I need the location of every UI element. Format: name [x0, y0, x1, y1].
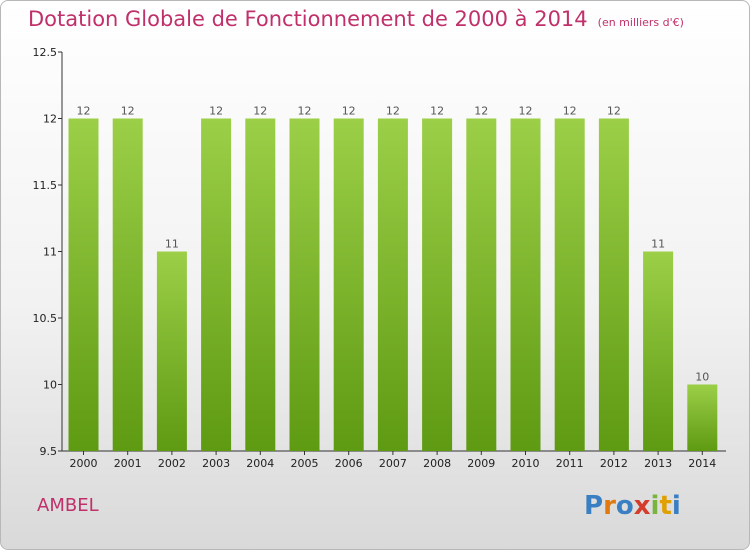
value-label: 12	[209, 105, 223, 118]
x-tick-label: 2004	[246, 457, 274, 470]
bar-2003	[201, 118, 232, 451]
bar-2012	[598, 118, 629, 451]
value-label: 12	[253, 105, 267, 118]
value-label: 12	[430, 105, 444, 118]
y-tick-label: 12	[43, 113, 57, 126]
x-tick-label: 2007	[379, 457, 407, 470]
commune-name: AMBEL	[37, 495, 99, 516]
bar-2009	[466, 118, 497, 451]
value-label: 12	[298, 105, 312, 118]
x-tick-label: 2011	[556, 457, 584, 470]
x-tick-label: 2001	[114, 457, 142, 470]
x-tick-label: 2002	[158, 457, 186, 470]
labels: 9.5 10 10.5 11 11.5 12 12.5 2000 12 2001 12 2002 11 2…	[33, 46, 717, 470]
logo-letter: t	[659, 491, 672, 521]
value-label: 11	[651, 238, 665, 251]
x-tick-label: 2012	[600, 457, 628, 470]
bar-2008	[422, 118, 453, 451]
chart-title: Dotation Globale de Fonctionnement de 20…	[28, 7, 684, 31]
value-label: 12	[474, 105, 488, 118]
value-label: 12	[386, 105, 400, 118]
value-label: 12	[607, 105, 621, 118]
x-tick-label: 2006	[335, 457, 363, 470]
bar-2007	[377, 118, 408, 451]
bar-2000	[68, 118, 99, 451]
bar-2011	[554, 118, 585, 451]
x-tick-label: 2003	[202, 457, 230, 470]
bars	[68, 118, 718, 451]
y-tick-label: 10	[43, 379, 57, 392]
value-label: 12	[342, 105, 356, 118]
bar-2001	[112, 118, 143, 451]
x-tick-label: 2010	[512, 457, 540, 470]
bar-2005	[289, 118, 320, 451]
value-label: 10	[695, 371, 709, 384]
x-tick-label: 2014	[688, 457, 716, 470]
value-label: 12	[121, 105, 135, 118]
logo-letter: o	[615, 491, 634, 521]
x-tick-label: 2000	[70, 457, 98, 470]
bar-2010	[510, 118, 541, 451]
value-label: 12	[77, 105, 91, 118]
y-tick-label: 11.5	[33, 179, 58, 192]
value-label: 12	[563, 105, 577, 118]
logo-letter: i	[650, 491, 660, 521]
logo-letter: r	[603, 491, 616, 521]
y-tick-label: 9.5	[40, 445, 58, 458]
bar-2004	[245, 118, 276, 451]
x-tick-label: 2005	[291, 457, 319, 470]
value-label: 12	[519, 105, 533, 118]
bar-2006	[333, 118, 364, 451]
chart-unit: (en milliers d'€)	[597, 16, 684, 29]
x-tick-label: 2009	[467, 457, 495, 470]
x-tick-label: 2008	[423, 457, 451, 470]
logo-letter: x	[633, 491, 651, 521]
logo-letter: P	[584, 491, 604, 521]
y-tick-label: 12.5	[33, 46, 58, 59]
x-tick-label: 2013	[644, 457, 672, 470]
y-tick-label: 11	[43, 246, 57, 259]
value-label: 11	[165, 238, 179, 251]
logo-letter: i	[671, 491, 681, 521]
proxiti-logo[interactable]: Proxiti	[584, 491, 681, 521]
bar-2002	[156, 251, 187, 451]
y-tick-label: 10.5	[33, 312, 58, 325]
bar-2014	[687, 384, 718, 451]
chart-title-text: Dotation Globale de Fonctionnement de 20…	[28, 7, 588, 31]
bar-2013	[643, 251, 674, 451]
